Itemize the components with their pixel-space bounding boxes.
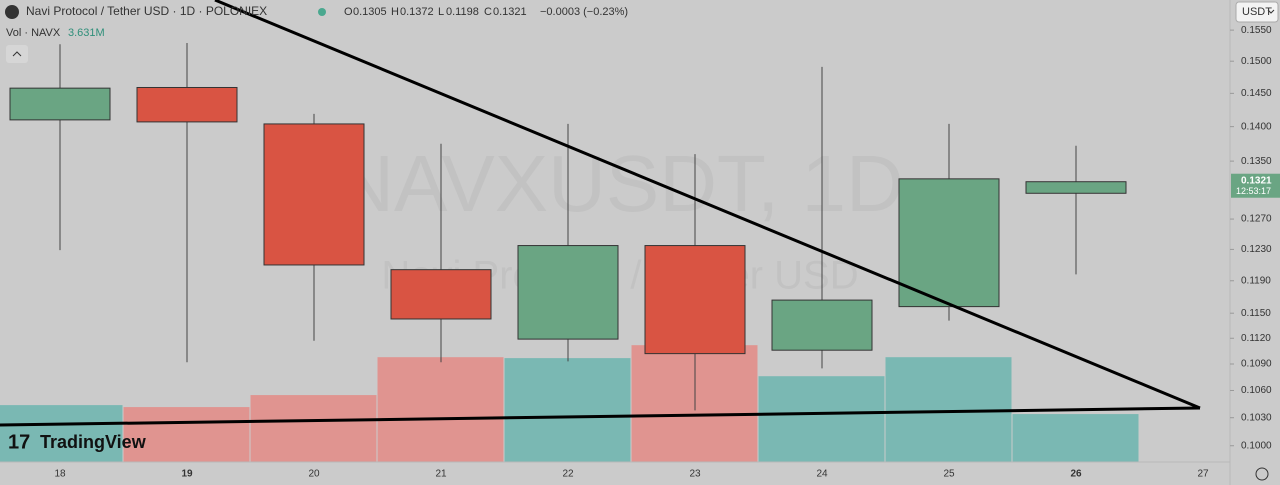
y-tick-label: 0.1000 xyxy=(1241,440,1272,451)
y-tick-label: 0.1450 xyxy=(1241,88,1272,99)
candle-body xyxy=(644,245,746,355)
candle-body xyxy=(517,245,619,340)
collapse-button[interactable] xyxy=(6,45,28,63)
candle-body xyxy=(263,123,365,266)
y-tick-label: 0.1230 xyxy=(1241,244,1272,255)
volume-bar xyxy=(0,405,123,462)
y-tick-label: 0.1550 xyxy=(1241,25,1272,36)
settings-icon[interactable] xyxy=(1255,467,1269,481)
volume-bar xyxy=(504,358,631,462)
candle-body xyxy=(898,178,1000,308)
x-tick-label: 27 xyxy=(1197,469,1209,480)
currency-button[interactable] xyxy=(1235,1,1279,23)
ohlc-value: 0.1198 xyxy=(446,6,479,18)
collapse-icon xyxy=(12,51,22,57)
change: −0.0003 (−0.23%) xyxy=(540,6,628,18)
candle-body xyxy=(9,87,111,121)
candle-body xyxy=(1025,181,1127,194)
trend-line xyxy=(0,406,1201,427)
volume-layer xyxy=(0,345,1139,462)
ohlc-key: L xyxy=(438,6,444,18)
y-tick-label: 0.1270 xyxy=(1241,214,1272,225)
candle-body xyxy=(136,86,238,123)
watermark-symbol: NAVXUSDT, 1D xyxy=(336,139,904,228)
volume-bar xyxy=(377,357,504,462)
brand: TradingView xyxy=(40,432,147,452)
candle-body xyxy=(771,299,873,351)
y-tick-label: 0.1060 xyxy=(1241,385,1272,396)
symbol-title[interactable]: Navi Protocol / Tether USD · 1D · POLONI… xyxy=(26,4,267,18)
price-tag-label: 0.1321 xyxy=(1241,175,1272,186)
volume-bar xyxy=(758,376,885,462)
ohlc-value: 0.1305 xyxy=(353,6,387,18)
x-tick-label: 23 xyxy=(689,469,701,480)
candles-layer xyxy=(9,43,1127,411)
ohlc-key: C xyxy=(484,6,492,18)
y-tick-label: 0.1400 xyxy=(1241,121,1272,132)
axis-layer: 0.1550 0.1500 0.1450 0.1400 0.1350 0.1270 0.12… xyxy=(54,25,1280,480)
x-tick-label: 26 xyxy=(1070,469,1082,480)
status-dot xyxy=(318,8,326,16)
y-tick-label: 0.1190 xyxy=(1241,275,1271,286)
ohlc-key: O xyxy=(344,6,353,18)
volume-title: Vol · NAVX xyxy=(6,27,61,39)
volume-bar xyxy=(1012,414,1139,462)
x-tick-label: 22 xyxy=(562,469,574,480)
volume-bar xyxy=(250,395,377,462)
symbol-icon xyxy=(5,5,19,19)
ohlc-value: 0.1321 xyxy=(493,6,527,18)
x-tick-label: 20 xyxy=(308,469,320,480)
countdown: 12:53:17 xyxy=(1236,186,1271,196)
y-tick-label: 0.1350 xyxy=(1241,156,1272,167)
y-tick-label: 0.1500 xyxy=(1241,56,1272,67)
x-tick-label: 25 xyxy=(943,469,955,480)
x-tick-label: 19 xyxy=(181,469,193,480)
trend-line xyxy=(214,0,1201,410)
candle-body xyxy=(390,269,492,320)
y-tick-label: 0.1120 xyxy=(1241,333,1271,344)
x-tick-label: 21 xyxy=(435,469,447,480)
dropdown-icon xyxy=(1267,9,1275,14)
y-tick-label: 0.1150 xyxy=(1241,308,1271,319)
volume-value: 3.631M xyxy=(68,27,105,39)
y-tick-label: 0.1030 xyxy=(1241,412,1272,423)
ohlc-value: 0.1372 xyxy=(400,6,434,18)
volume-bar xyxy=(123,407,250,462)
x-tick-label: 18 xyxy=(54,469,66,480)
price-tag xyxy=(1231,173,1280,198)
currency-label: USDT xyxy=(1242,6,1272,18)
y-tick-label: 0.1090 xyxy=(1241,359,1272,370)
brand-logo-mark: 17 xyxy=(8,431,30,453)
x-tick-label: 24 xyxy=(816,469,828,480)
ohlc-key: H xyxy=(391,6,399,18)
